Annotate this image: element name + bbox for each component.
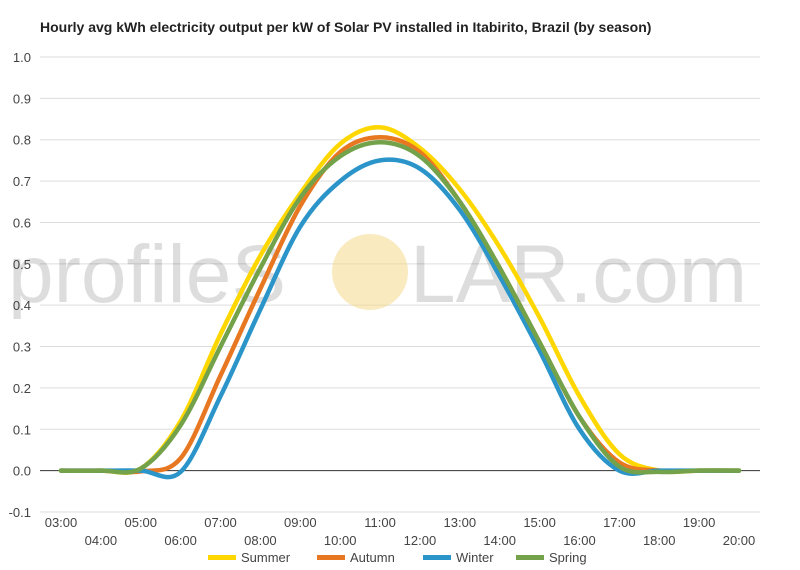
legend-swatch <box>317 555 345 560</box>
y-tick-label: 0.9 <box>13 91 31 106</box>
watermark-text-right: LAR.com <box>410 229 747 320</box>
legend-item-autumn[interactable]: Autumn <box>317 550 395 565</box>
legend-swatch <box>516 555 544 560</box>
legend-swatch <box>423 555 451 560</box>
y-tick-label: 0.2 <box>13 381 31 396</box>
y-tick-label: 0.1 <box>13 422 31 437</box>
series-line-autumn <box>58 135 742 475</box>
x-tick-label: 03:00 <box>45 515 78 530</box>
x-tick-label: 08:00 <box>244 533 277 548</box>
legend-swatch <box>208 555 236 560</box>
watermark-sun-icon <box>332 234 408 310</box>
axis-layer: -0.1 0.0 0.1 0.2 0.3 0.4 0.5 0.6 0.7 0.8 0.9 1.0 03:… <box>9 50 760 548</box>
x-tick-label: 10:00 <box>324 533 357 548</box>
x-tick-label: 18:00 <box>643 533 676 548</box>
y-tick-label: 0.4 <box>13 298 31 313</box>
x-tick-label: 11:00 <box>364 515 396 530</box>
x-tick-label: 07:00 <box>204 515 237 530</box>
watermark: profileS LAR.com <box>8 229 747 320</box>
legend-label: Summer <box>241 550 291 565</box>
watermark-text-left: profileS <box>8 229 286 320</box>
legend-item-winter[interactable]: Winter <box>423 550 494 565</box>
y-tick-label: 0.5 <box>13 257 31 272</box>
legend-label: Spring <box>549 550 587 565</box>
x-tick-label: 05:00 <box>124 515 157 530</box>
legend-item-spring[interactable]: Spring <box>516 550 587 565</box>
legend-item-summer[interactable]: Summer <box>208 550 291 565</box>
y-tick-label: 1.0 <box>13 50 31 65</box>
x-tick-label: 14:00 <box>483 533 516 548</box>
series-layer <box>58 125 742 480</box>
chart-title: Hourly avg kWh electricity output per kW… <box>40 19 652 35</box>
x-tick-label: 19:00 <box>683 515 716 530</box>
x-tick-label: 16:00 <box>563 533 596 548</box>
x-tick-label: 17:00 <box>603 515 636 530</box>
y-tick-label: 0.7 <box>13 174 31 189</box>
y-tick-label: 0.0 <box>13 464 31 479</box>
y-tick-label: 0.3 <box>13 340 31 355</box>
legend[interactable]: Summer Autumn Winter Spring <box>208 550 587 565</box>
x-tick-label: 13:00 <box>444 515 477 530</box>
legend-label: Winter <box>456 550 494 565</box>
series-line-winter <box>58 157 742 480</box>
x-tick-label: 12:00 <box>404 533 437 548</box>
y-tick-label: 0.6 <box>13 215 31 230</box>
x-tick-label: 06:00 <box>164 533 197 548</box>
series-line-spring <box>58 139 742 475</box>
y-tick-label: 0.8 <box>13 133 31 148</box>
x-tick-label: 15:00 <box>523 515 556 530</box>
x-tick-label: 04:00 <box>85 533 118 548</box>
legend-label: Autumn <box>350 550 395 565</box>
x-tick-label: 20:00 <box>723 533 756 548</box>
x-tick-label: 09:00 <box>284 515 317 530</box>
y-tick-label: -0.1 <box>9 505 31 520</box>
